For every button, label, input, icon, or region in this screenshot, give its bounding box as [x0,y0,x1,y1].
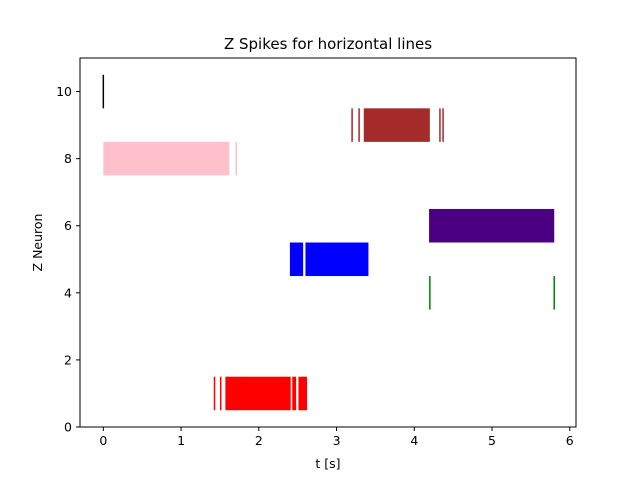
spike-block-0-2 [298,376,308,411]
y-axis-label: Z Neuron [30,214,45,272]
x-tick-label: 3 [333,433,341,448]
x-tick-label: 5 [488,433,496,448]
x-tick-label: 2 [255,433,263,448]
spike-block-0-0 [225,376,291,411]
y-tick-label: 10 [56,84,72,99]
y-tick-label: 2 [64,352,72,367]
y-tick-label: 4 [64,285,72,300]
x-tick-label: 1 [177,433,185,448]
spike-block-2-0 [289,242,304,277]
spike-block-3-0 [429,208,555,243]
chart-title: Z Spikes for horizontal lines [224,35,432,53]
x-axis: 0 1 2 3 4 5 6 [99,427,574,448]
spike-block-5-0 [363,108,430,142]
y-axis: 0 2 4 6 8 10 [56,84,80,435]
y-tick-label: 0 [64,420,72,435]
plot-marks [102,74,555,411]
plot-frame [79,57,577,428]
spike-block-0-1 [292,376,297,411]
x-tick-label: 4 [410,433,418,448]
spike-block-4-0 [103,141,230,176]
y-tick-label: 8 [64,151,72,166]
x-axis-label: t [s] [315,456,340,471]
x-tick-label: 6 [566,433,574,448]
x-tick-label: 0 [99,433,107,448]
spike-block-2-1 [305,242,369,277]
y-tick-label: 6 [64,218,72,233]
